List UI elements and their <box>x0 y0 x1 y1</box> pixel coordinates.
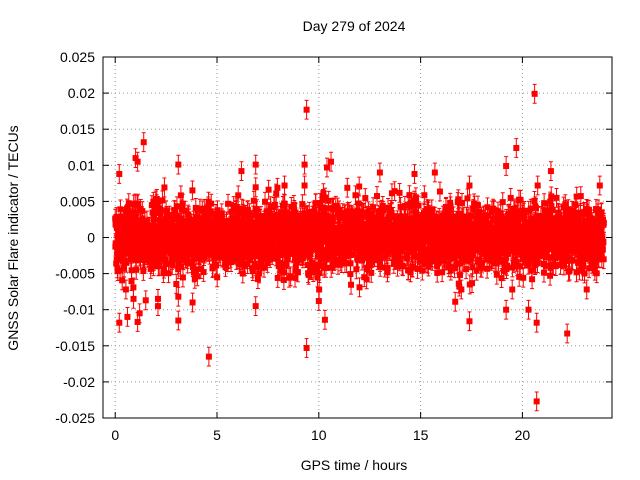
data-point <box>156 262 163 269</box>
data-point <box>396 189 403 196</box>
data-point <box>116 220 123 227</box>
data-point <box>499 199 506 206</box>
data-point <box>133 250 140 257</box>
data-point <box>128 267 135 274</box>
data-point <box>235 192 242 199</box>
data-point <box>140 268 147 275</box>
data-point <box>179 274 186 281</box>
data-point <box>158 218 165 225</box>
data-point <box>125 250 132 257</box>
data-point <box>159 197 166 204</box>
data-point <box>421 192 428 199</box>
data-point <box>151 223 158 230</box>
data-point <box>225 200 232 207</box>
data-point <box>133 221 140 228</box>
data-point <box>162 261 169 268</box>
data-point <box>520 274 527 281</box>
data-point <box>529 276 536 283</box>
data-point <box>173 280 180 287</box>
data-point <box>281 182 288 189</box>
data-point <box>356 183 363 190</box>
data-point <box>128 278 135 285</box>
data-point <box>160 270 167 277</box>
data-point <box>134 200 141 207</box>
data-point <box>456 272 463 279</box>
data-point <box>147 254 154 261</box>
data-point <box>294 269 301 276</box>
data-point <box>509 286 516 293</box>
data-point <box>119 277 126 284</box>
data-point <box>165 270 172 277</box>
data-point <box>169 262 176 269</box>
data-point <box>507 194 514 201</box>
data-point <box>436 188 443 195</box>
data-point <box>344 184 351 191</box>
data-point <box>189 187 196 194</box>
data-point <box>124 205 131 212</box>
data-point <box>148 202 155 209</box>
data-point <box>161 229 168 236</box>
data-point <box>132 210 139 217</box>
data-point <box>208 200 215 207</box>
data-point <box>458 286 465 293</box>
data-point <box>127 256 134 263</box>
data-point <box>130 284 137 291</box>
data-point <box>348 281 355 288</box>
data-point <box>123 259 130 266</box>
data-point <box>153 195 160 202</box>
data-point <box>464 195 471 202</box>
data-point <box>214 274 221 281</box>
data-point <box>384 264 391 271</box>
data-point <box>200 269 207 276</box>
data-point <box>161 184 168 191</box>
data-point <box>139 227 146 234</box>
data-point <box>503 262 510 269</box>
data-point <box>265 186 272 193</box>
data-point <box>356 284 363 291</box>
data-point <box>459 199 466 206</box>
data-point <box>158 255 165 262</box>
data-point <box>122 286 129 293</box>
data-point <box>162 256 169 263</box>
data-point <box>447 203 454 210</box>
data-point <box>325 197 332 204</box>
data-point <box>254 276 261 283</box>
data-point <box>301 182 308 189</box>
data-point <box>151 216 158 223</box>
data-point <box>113 260 120 267</box>
data-point <box>374 193 381 200</box>
data-point <box>273 190 280 197</box>
data-point <box>115 253 122 260</box>
data-point <box>362 195 369 202</box>
data-point <box>148 239 155 246</box>
data-point <box>352 192 359 199</box>
data-series <box>112 83 607 412</box>
data-point <box>415 202 422 209</box>
data-point <box>133 266 140 273</box>
data-point <box>252 184 259 191</box>
data-point <box>121 264 128 271</box>
data-point <box>117 267 124 274</box>
data-point <box>274 184 281 191</box>
data-point <box>469 280 476 287</box>
